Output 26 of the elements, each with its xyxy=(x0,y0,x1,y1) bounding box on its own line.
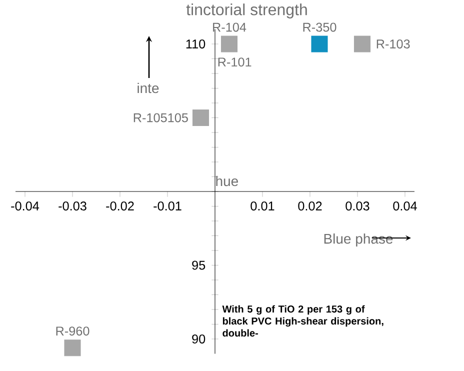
chart-title: tinctorial strength xyxy=(186,4,307,18)
annotation: R-103 xyxy=(376,40,410,48)
x-tick-label: 0.03 xyxy=(346,202,370,211)
annotation: R-101 xyxy=(218,58,252,67)
point xyxy=(64,340,81,356)
y-axis-title: inte xyxy=(138,82,159,94)
y-tick-label: 95 xyxy=(192,260,206,270)
point xyxy=(354,36,371,52)
x-tick-label: -0.02 xyxy=(106,202,134,211)
annotation: With 5 g of TiO 2 per 153 g of black PVC High-shear dispersion, double- xyxy=(222,305,384,337)
annotation: hue xyxy=(216,176,238,186)
annotation: R-960 xyxy=(56,326,90,336)
annotation: R-350 xyxy=(303,22,336,32)
annotation: R-105105 xyxy=(134,113,188,122)
x-tick-label: -0.01 xyxy=(154,202,182,211)
x-tick-label: 0.01 xyxy=(250,202,274,211)
point xyxy=(220,36,238,52)
x-tick-label: -0.04 xyxy=(11,202,40,211)
point xyxy=(192,109,210,126)
y-tick-label: 90 xyxy=(192,334,206,344)
y-tick-label: 110 xyxy=(186,40,206,48)
x-tick-label: 0.04 xyxy=(393,202,417,211)
x-tick-label: -0.03 xyxy=(58,202,86,211)
x-tick-label: 0.02 xyxy=(298,202,322,211)
point xyxy=(311,36,328,52)
annotation: R-104 xyxy=(213,22,246,32)
